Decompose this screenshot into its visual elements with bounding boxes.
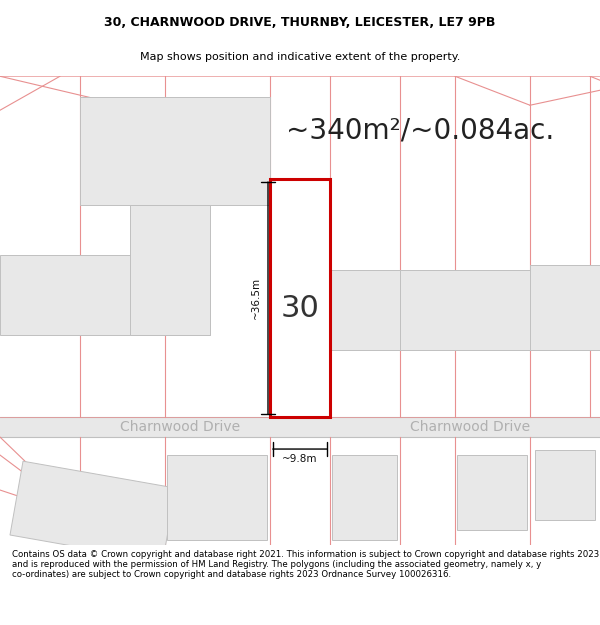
- Bar: [530, 265, 600, 350]
- Text: 30: 30: [281, 294, 319, 322]
- Bar: [270, 179, 330, 417]
- Text: 30, CHARNWOOD DRIVE, THURNBY, LEICESTER, LE7 9PB: 30, CHARNWOOD DRIVE, THURNBY, LEICESTER,…: [104, 16, 496, 29]
- Bar: [167, 455, 267, 540]
- Bar: [80, 98, 270, 205]
- Bar: [457, 455, 527, 530]
- Bar: [0, 255, 210, 335]
- Text: Charnwood Drive: Charnwood Drive: [410, 420, 530, 434]
- Text: ~36.5m: ~36.5m: [251, 277, 261, 319]
- Text: Contains OS data © Crown copyright and database right 2021. This information is : Contains OS data © Crown copyright and d…: [12, 549, 599, 579]
- Text: ~340m²/~0.084ac.: ~340m²/~0.084ac.: [286, 116, 554, 144]
- Bar: [332, 455, 397, 540]
- Bar: [130, 205, 210, 335]
- Text: Charnwood Drive: Charnwood Drive: [120, 420, 240, 434]
- Bar: [0, 417, 600, 437]
- Bar: [10, 461, 176, 562]
- Bar: [270, 270, 400, 350]
- Text: ~9.8m: ~9.8m: [282, 454, 318, 464]
- Bar: [400, 270, 555, 350]
- Bar: [535, 450, 595, 520]
- Text: Map shows position and indicative extent of the property.: Map shows position and indicative extent…: [140, 52, 460, 62]
